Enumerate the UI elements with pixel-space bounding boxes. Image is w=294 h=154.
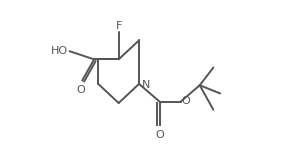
Text: O: O [155, 130, 164, 140]
Text: N: N [141, 80, 150, 90]
Text: HO: HO [51, 46, 69, 56]
Text: F: F [116, 21, 122, 31]
Text: O: O [77, 85, 86, 95]
Text: O: O [181, 96, 190, 106]
